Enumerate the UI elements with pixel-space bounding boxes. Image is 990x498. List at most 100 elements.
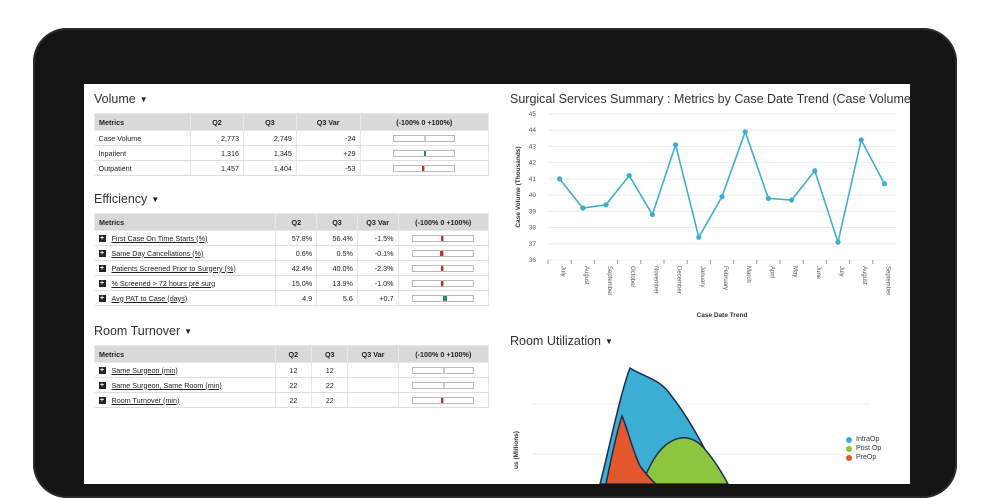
data-point[interactable] <box>719 194 725 200</box>
expand-icon[interactable]: + <box>98 280 106 288</box>
q3-cell: 56.4% <box>316 230 358 246</box>
x-tick-label: September <box>606 266 612 295</box>
x-tick-label: January <box>699 266 705 287</box>
data-point[interactable] <box>673 142 679 148</box>
variance-bar <box>412 294 475 302</box>
chevron-down-icon[interactable]: ▼ <box>184 326 193 336</box>
y-tick-label: 39 <box>529 208 537 215</box>
table-row[interactable]: + Room Turnover (min) 22 22 <box>94 392 490 408</box>
metric-link[interactable]: Same Surgeon, Same Room (min) <box>111 380 222 390</box>
trend-chart: 36 37 38 39 40 41 42 43 44 45 July August September… <box>515 111 896 319</box>
metric-link[interactable]: Same Surgeon (min) <box>111 365 178 375</box>
col-metrics: Metrics <box>93 213 277 231</box>
col-metrics: Metrics <box>94 345 276 363</box>
col-q3-var: Q3 Var <box>295 113 361 131</box>
table-row[interactable]: + Avg PAT to Case (days) 4.9 5.6 +0.7 <box>94 290 489 306</box>
metric-link[interactable]: Same Day Cancellations (%) <box>111 248 204 258</box>
col-q3: Q3 <box>311 345 349 363</box>
chevron-down-icon[interactable]: ▼ <box>139 94 148 104</box>
variance-bar-cell <box>398 362 490 378</box>
table-row[interactable]: Case Volume 2,773 2,749 -24 <box>94 130 490 146</box>
y-tick-label: 44 <box>529 127 537 134</box>
expand-icon[interactable]: + <box>98 295 106 303</box>
data-point[interactable] <box>765 195 771 201</box>
expand-icon[interactable]: + <box>98 265 106 273</box>
data-point[interactable] <box>881 181 887 187</box>
table-row[interactable]: + Same Day Cancellations (%) 0.6% 0.5% -0.1% <box>94 245 489 261</box>
data-point[interactable] <box>696 234 702 240</box>
x-tick-label: December <box>676 266 682 294</box>
table-row[interactable]: + First Case On Time Starts (%) 57.8% 56.4%… <box>94 230 489 246</box>
table-row[interactable]: + Patients Screened Prior to Surgery (%) 4… <box>94 260 489 276</box>
chevron-down-icon[interactable]: ▼ <box>151 194 160 204</box>
data-point[interactable] <box>626 173 632 179</box>
q2-cell: 15.0% <box>275 275 318 291</box>
q2-cell: 42.4% <box>275 260 318 276</box>
data-point[interactable] <box>858 137 864 143</box>
room-turnover-title-text: Room Turnover <box>94 324 181 338</box>
metric-link[interactable]: Patients Screened Prior to Surgery (%) <box>111 263 236 273</box>
data-point[interactable] <box>580 205 586 211</box>
table-row[interactable]: Inpatient 1,316 1,345 +29 <box>94 145 490 161</box>
variance-bar <box>412 264 475 272</box>
col-q3-var: Q3 Var <box>347 345 399 363</box>
expand-icon[interactable]: + <box>98 250 106 258</box>
data-point[interactable] <box>742 129 748 135</box>
expand-icon[interactable]: + <box>98 382 106 390</box>
q3-cell: 1,404 <box>243 160 297 176</box>
expand-icon[interactable]: + <box>98 235 106 243</box>
x-tick-label: August <box>583 266 589 285</box>
variance-bar <box>412 366 475 374</box>
metric-link[interactable]: Avg PAT to Case (days) <box>111 293 188 303</box>
col-metrics: Metrics <box>93 113 192 131</box>
data-point[interactable] <box>557 176 563 182</box>
variance-mark <box>443 295 448 301</box>
legend-label: Post Op <box>856 445 882 452</box>
x-tick-label: July <box>838 266 844 277</box>
data-point[interactable] <box>789 197 795 203</box>
chevron-down-icon[interactable]: ▼ <box>605 336 613 346</box>
legend-item-postop[interactable]: Post Op <box>846 444 881 453</box>
q3-var-cell: -24 <box>296 130 361 146</box>
efficiency-table: Metrics Q2 Q3 Q3 Var (-100% 0 +100%) + Fi… <box>93 213 489 306</box>
volume-title[interactable]: Volume ▼ <box>94 92 148 106</box>
variance-bar <box>393 134 456 142</box>
x-tick-label: April <box>768 266 774 278</box>
metric-cell: + Avg PAT to Case (days) <box>94 290 277 306</box>
variance-mark <box>441 235 444 241</box>
room-utilization-title-text: Room Utilization <box>510 334 602 348</box>
efficiency-title[interactable]: Efficiency ▼ <box>94 192 159 206</box>
variance-bar-cell <box>398 290 489 306</box>
variance-mark <box>422 165 425 171</box>
metric-link[interactable]: First Case On Time Starts (%) <box>111 233 208 243</box>
legend-item-preop[interactable]: PreOp <box>846 453 881 462</box>
expand-icon[interactable]: + <box>98 397 106 405</box>
variance-mark <box>441 265 444 271</box>
table-row[interactable]: + Same Surgeon (min) 12 12 <box>94 362 490 378</box>
q3-var-cell: +29 <box>296 145 361 161</box>
col-var-bar: (-100% 0 +100%) <box>397 345 490 363</box>
table-row[interactable]: + % Screened > 72 hours pre surg 15.0% 13.9… <box>94 275 489 291</box>
q2-cell: 22 <box>275 392 313 408</box>
variance-mark <box>424 135 427 141</box>
q3-cell: 1,345 <box>243 145 297 161</box>
table-row[interactable]: Outpatient 1,457 1,404 -53 <box>94 160 490 176</box>
variance-bar-cell <box>398 275 489 291</box>
trend-chart-title[interactable]: Surgical Services Summary : Metrics by C… <box>510 92 910 106</box>
data-point[interactable] <box>835 239 841 245</box>
expand-icon[interactable]: + <box>98 367 106 375</box>
data-point[interactable] <box>812 168 818 174</box>
data-point[interactable] <box>649 211 655 218</box>
legend-item-intraop[interactable]: IntraOp <box>846 435 881 444</box>
data-point[interactable] <box>603 202 609 208</box>
variance-bar-cell <box>360 145 490 161</box>
variance-bar-cell <box>398 392 490 408</box>
x-axis-label: Case Date Trend <box>697 312 748 319</box>
metric-cell: + First Case On Time Starts (%) <box>94 230 277 246</box>
room-turnover-title[interactable]: Room Turnover ▼ <box>94 324 192 338</box>
metric-link[interactable]: % Screened > 72 hours pre surg <box>111 278 216 288</box>
table-row[interactable]: + Same Surgeon, Same Room (min) 22 22 <box>94 377 490 393</box>
metric-link[interactable]: Room Turnover (min) <box>111 395 180 405</box>
room-utilization-title[interactable]: Room Utilization ▼ <box>510 334 613 348</box>
y-tick-label: 45 <box>529 111 537 118</box>
